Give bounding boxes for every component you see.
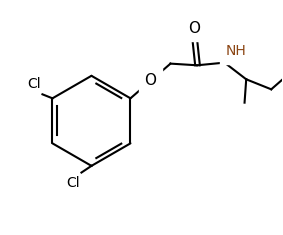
Text: Cl: Cl bbox=[27, 77, 41, 91]
Text: O: O bbox=[145, 74, 156, 88]
Text: NH: NH bbox=[226, 44, 246, 58]
Text: O: O bbox=[188, 21, 201, 36]
Text: Cl: Cl bbox=[67, 176, 80, 190]
